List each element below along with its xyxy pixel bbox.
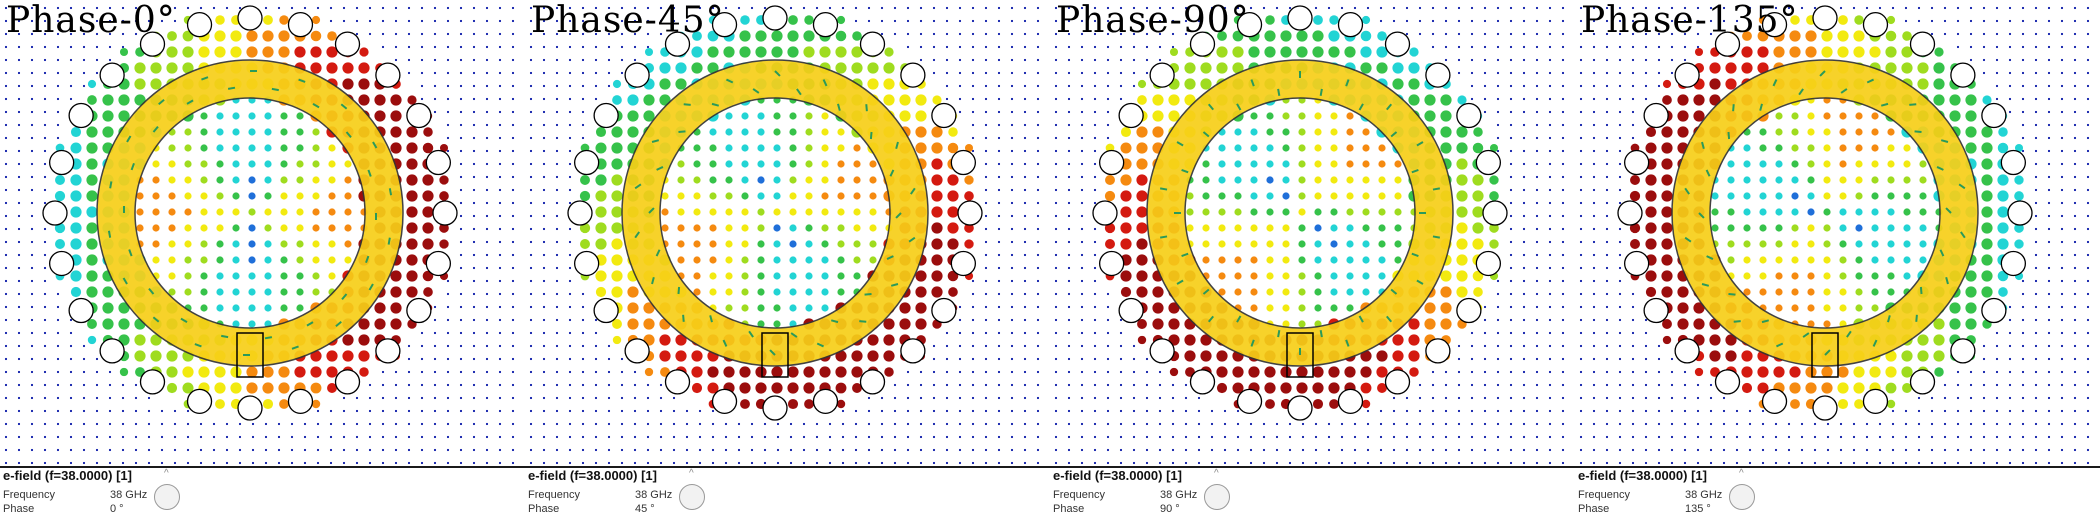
field-plot: [1054, 5, 1565, 465]
field-name: e-field (f=38.0000) [1]: [528, 468, 657, 483]
phase-label: Phase: [1053, 503, 1085, 515]
caret-up-icon[interactable]: ^: [1214, 468, 1219, 479]
current-arrows: [634, 70, 916, 356]
field-info-box: e-field (f=38.0000) [1] ^ Frequency 38 G…: [525, 466, 1050, 519]
feed-port: [761, 332, 789, 378]
phase-label: Phase: [1578, 503, 1610, 515]
phase-panel-90: Phase-90° e-field (f=38.0000) [1] ^ Freq…: [1050, 0, 1575, 519]
caret-up-icon[interactable]: ^: [689, 468, 694, 479]
panel-title: Phase-0°: [6, 0, 176, 41]
phase-knob-icon[interactable]: [679, 484, 705, 510]
phase-knob-icon[interactable]: [1729, 484, 1755, 510]
background-dot-grid: [1054, 6, 1565, 465]
panel-title: Phase-45°: [531, 0, 725, 41]
field-info-box: e-field (f=38.0000) [1] ^ Frequency 38 G…: [1575, 466, 2100, 519]
phase-value: 135 °: [1685, 503, 1711, 515]
background-dot-grid: [529, 6, 1040, 465]
feed-port: [1286, 332, 1314, 378]
current-arrows: [1684, 70, 1966, 356]
caret-up-icon[interactable]: ^: [164, 468, 169, 479]
frequency-label: Frequency: [1578, 489, 1630, 501]
field-name: e-field (f=38.0000) [1]: [3, 468, 132, 483]
frequency-value: 38 GHz: [635, 489, 673, 501]
phase-label: Phase: [528, 503, 560, 515]
current-arrows: [1159, 71, 1441, 355]
field-name: e-field (f=38.0000) [1]: [1578, 468, 1707, 483]
feed-port: [1811, 332, 1839, 378]
field-name: e-field (f=38.0000) [1]: [1053, 468, 1182, 483]
frequency-label: Frequency: [1053, 489, 1105, 501]
phase-label: Phase: [3, 503, 35, 515]
field-plot: [529, 5, 1040, 465]
info-separator: [0, 466, 525, 468]
resonator-ring: [1146, 59, 1454, 367]
background-dot-grid: [4, 6, 515, 465]
caret-up-icon[interactable]: ^: [1739, 468, 1744, 479]
phase-knob-icon[interactable]: [154, 484, 180, 510]
background-dot-grid: [1579, 6, 2090, 465]
frequency-value: 38 GHz: [1160, 489, 1198, 501]
phase-value: 45 °: [635, 503, 655, 515]
phase-panel-0: Phase-0° e-field (f=38.0000) [1] ^ Frequ…: [0, 0, 525, 519]
info-separator: [525, 466, 1050, 468]
field-plot: [4, 5, 515, 465]
via-ring: [1092, 5, 1508, 421]
resonator-ring: [96, 59, 404, 367]
frequency-label: Frequency: [3, 489, 55, 501]
panel-title: Phase-90°: [1056, 0, 1250, 41]
phase-value: 90 °: [1160, 503, 1180, 515]
info-separator: [1050, 466, 1575, 468]
via-ring: [567, 5, 983, 421]
frequency-label: Frequency: [528, 489, 580, 501]
resonator-ring: [1671, 59, 1979, 367]
phase-panel-135: Phase-135° e-field (f=38.0000) [1] ^ Fre…: [1575, 0, 2100, 519]
resonator-ring: [621, 59, 929, 367]
via-ring: [42, 5, 458, 421]
feed-port: [236, 332, 264, 378]
current-arrows: [107, 70, 393, 356]
info-separator: [1575, 466, 2100, 468]
field-info-box: e-field (f=38.0000) [1] ^ Frequency 38 G…: [0, 466, 525, 519]
phase-panel-45: Phase-45° e-field (f=38.0000) [1] ^ Freq…: [525, 0, 1050, 519]
panel-title: Phase-135°: [1581, 0, 1799, 41]
frequency-value: 38 GHz: [1685, 489, 1723, 501]
frequency-value: 38 GHz: [110, 489, 148, 501]
field-info-box: e-field (f=38.0000) [1] ^ Frequency 38 G…: [1050, 466, 1575, 519]
phase-knob-icon[interactable]: [1204, 484, 1230, 510]
field-plot: [1579, 5, 2090, 465]
phase-value: 0 °: [110, 503, 124, 515]
via-ring: [1617, 5, 2033, 421]
